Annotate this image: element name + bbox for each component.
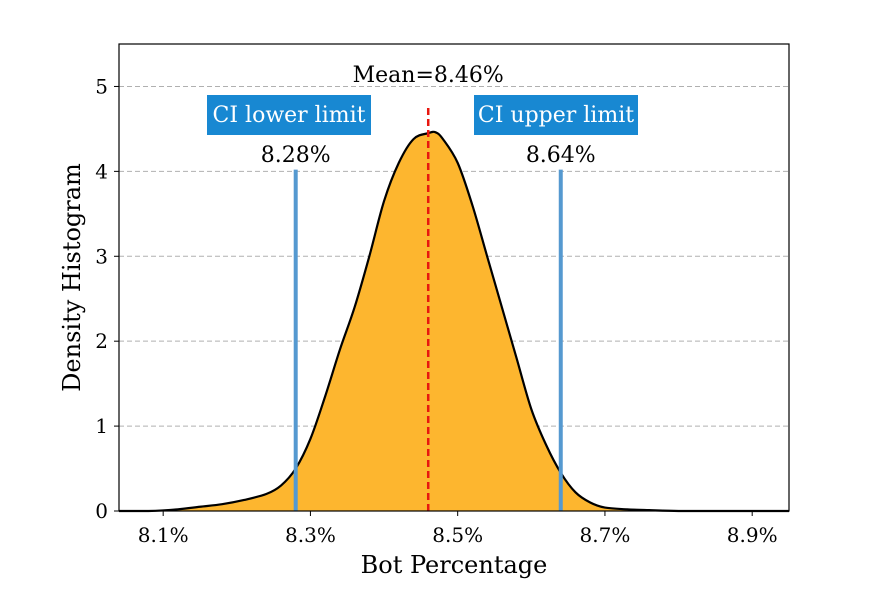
annotations: Mean=8.46% CI lower limit 8.28% CI upper li…	[207, 63, 638, 168]
x-axis-title: Bot Percentage	[361, 551, 548, 579]
y-tick-label: 0	[95, 499, 108, 523]
y-tick-label: 4	[95, 159, 108, 183]
mean-label: Mean=8.46%	[353, 63, 504, 88]
y-tick-label: 3	[95, 244, 108, 268]
y-tick-label: 2	[95, 329, 108, 353]
reference-lines	[293, 107, 563, 511]
ci-lower-box-text: CI lower limit	[213, 103, 366, 128]
ci-lower-value-label: 8.28%	[261, 143, 331, 168]
ci-upper-box	[474, 95, 638, 135]
y-tick-label: 1	[95, 414, 108, 438]
x-tick-label: 8.5%	[432, 523, 483, 547]
density-fill	[119, 131, 789, 511]
y-tick-label: 5	[95, 74, 108, 98]
density-curve	[119, 130, 789, 513]
axis-ticks: 8.1% 8.3% 8.5% 8.7% 8.9% 0 1 2 3 4 5	[95, 74, 777, 547]
x-tick-label: 8.3%	[285, 523, 336, 547]
density-area-layer	[119, 130, 789, 513]
ci-upper-box-text: CI upper limit	[478, 103, 634, 128]
plot-frame	[118, 43, 790, 512]
ci-upper-value-label: 8.64%	[526, 143, 596, 168]
x-tick-label: 8.9%	[727, 523, 778, 547]
y-axis-title: Density Histogram	[58, 163, 86, 392]
ci-lower-box	[207, 95, 371, 135]
x-tick-label: 8.7%	[580, 523, 631, 547]
x-tick-label: 8.1%	[138, 523, 189, 547]
